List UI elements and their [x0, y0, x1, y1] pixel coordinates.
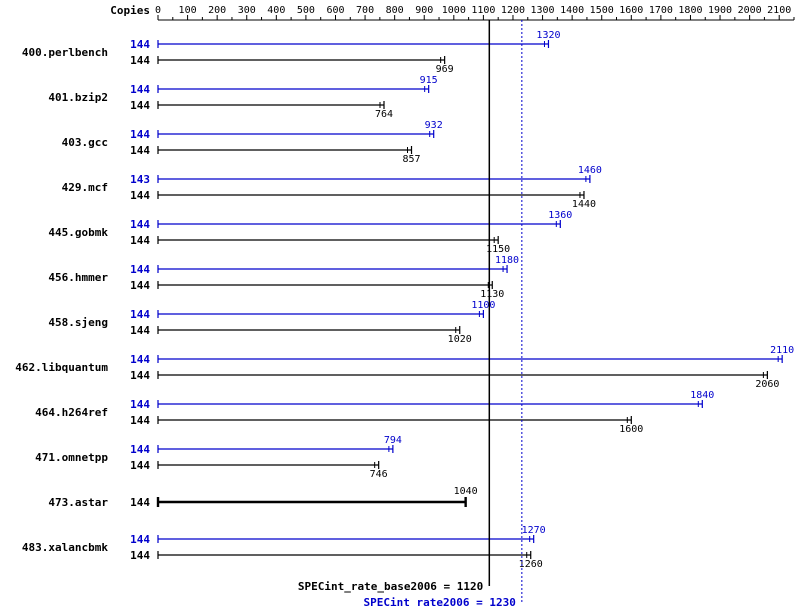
copies-peak: 144 — [130, 533, 150, 546]
tick-label: 1800 — [678, 5, 702, 16]
spec-chart: 0 100 200 300 400 500 600 700 800 900 1000 1100 1200… — [0, 0, 799, 606]
peak-value: 1100 — [471, 300, 495, 311]
benchmark-name: 462.libquantum — [15, 361, 108, 374]
peak-value: 1360 — [548, 210, 572, 221]
tick-label: 500 — [297, 5, 315, 16]
copies-base: 144 — [130, 54, 150, 67]
tick-label: 100 — [179, 5, 197, 16]
benchmark-name: 483.xalancbmk — [22, 541, 108, 554]
base-value: 1440 — [572, 199, 596, 210]
base-value: 1040 — [454, 486, 478, 497]
benchmark-name: 456.hmmer — [48, 271, 108, 284]
copies-base: 144 — [130, 189, 150, 202]
peak-value: 1180 — [495, 255, 519, 266]
benchmark-name: 464.h264ref — [35, 406, 108, 419]
copies-peak: 144 — [130, 38, 150, 51]
tick-label: 2000 — [738, 5, 762, 16]
tick-label: 1500 — [590, 5, 614, 16]
tick-label: 2100 — [767, 5, 791, 16]
copies-base: 144 — [130, 414, 150, 427]
peak-value: 932 — [425, 120, 443, 131]
tick-label: 1000 — [442, 5, 466, 16]
copies-peak: 144 — [130, 443, 150, 456]
copies-base: 144 — [130, 99, 150, 112]
summary-base: SPECint_rate_base2006 = 1120 — [298, 580, 483, 593]
base-value: 764 — [375, 109, 393, 120]
tick-label: 0 — [155, 5, 161, 16]
tick-label: 1200 — [501, 5, 525, 16]
peak-value: 1320 — [536, 30, 560, 41]
tick-label: 1400 — [560, 5, 584, 16]
tick-label: 1900 — [708, 5, 732, 16]
base-value: 1020 — [448, 334, 472, 345]
tick-label: 200 — [208, 5, 226, 16]
peak-value: 794 — [384, 435, 402, 446]
tick-label: 1100 — [471, 5, 495, 16]
peak-value: 1840 — [690, 390, 714, 401]
copies-header: Copies — [110, 4, 150, 17]
copies-peak: 144 — [130, 398, 150, 411]
copies-base: 144 — [130, 234, 150, 247]
base-value: 1130 — [480, 289, 504, 300]
copies-base: 144 — [130, 549, 150, 562]
copies-base: 144 — [130, 496, 150, 509]
benchmark-name: 403.gcc — [62, 136, 108, 149]
copies-peak: 144 — [130, 263, 150, 276]
copies-peak: 144 — [130, 218, 150, 231]
base-value: 746 — [370, 469, 388, 480]
copies-base: 144 — [130, 324, 150, 337]
peak-value: 915 — [420, 75, 438, 86]
tick-label: 1600 — [619, 5, 643, 16]
base-value: 969 — [436, 64, 454, 75]
benchmark-name: 471.omnetpp — [35, 451, 108, 464]
copies-peak: 143 — [130, 173, 150, 186]
copies-base: 144 — [130, 459, 150, 472]
copies-peak: 144 — [130, 308, 150, 321]
benchmark-name: 429.mcf — [62, 181, 108, 194]
copies-base: 144 — [130, 369, 150, 382]
copies-peak: 144 — [130, 83, 150, 96]
copies-peak: 144 — [130, 128, 150, 141]
copies-peak: 144 — [130, 353, 150, 366]
tick-label: 400 — [267, 5, 285, 16]
copies-base: 144 — [130, 279, 150, 292]
tick-label: 800 — [386, 5, 404, 16]
benchmark-name: 400.perlbench — [22, 46, 108, 59]
peak-value: 2110 — [770, 345, 794, 356]
copies-base: 144 — [130, 144, 150, 157]
tick-label: 900 — [415, 5, 433, 16]
benchmark-name: 445.gobmk — [48, 226, 108, 239]
benchmark-name: 401.bzip2 — [48, 91, 108, 104]
benchmark-name: 458.sjeng — [48, 316, 108, 329]
tick-label: 300 — [238, 5, 256, 16]
summary-peak: SPECint_rate2006 = 1230 — [364, 596, 516, 606]
base-value: 857 — [402, 154, 420, 165]
tick-label: 700 — [356, 5, 374, 16]
base-value: 1600 — [619, 424, 643, 435]
peak-value: 1270 — [522, 525, 546, 536]
tick-label: 1300 — [531, 5, 555, 16]
base-value: 2060 — [755, 379, 779, 390]
peak-value: 1460 — [578, 165, 602, 176]
tick-label: 600 — [326, 5, 344, 16]
benchmark-name: 473.astar — [48, 496, 108, 509]
tick-label: 1700 — [649, 5, 673, 16]
